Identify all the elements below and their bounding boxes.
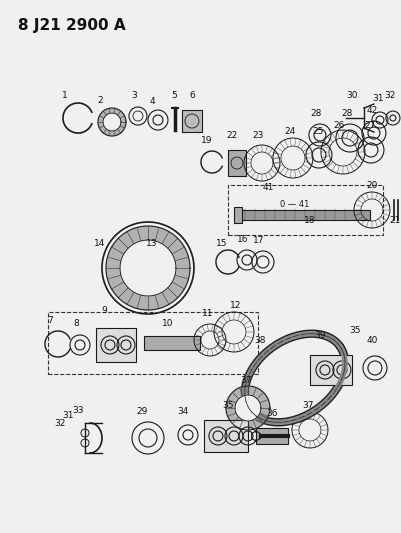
Bar [234, 207, 242, 223]
Bar [238, 210, 370, 220]
Text: 28: 28 [310, 109, 322, 118]
Text: 13: 13 [146, 239, 158, 248]
Text: 36: 36 [266, 409, 278, 418]
Polygon shape [103, 113, 121, 131]
Text: 30: 30 [346, 91, 358, 100]
Text: 16: 16 [237, 235, 249, 244]
Text: 32: 32 [384, 91, 396, 100]
Text: 37: 37 [240, 376, 252, 385]
Text: 34: 34 [177, 407, 188, 416]
Text: 28: 28 [341, 109, 352, 118]
Text: 8 J21 2900 A: 8 J21 2900 A [18, 18, 126, 33]
Text: 2: 2 [97, 96, 103, 105]
Text: 7: 7 [47, 316, 53, 325]
Text: 35: 35 [349, 326, 360, 335]
Polygon shape [235, 395, 261, 421]
Bar [182, 110, 202, 132]
Text: 20: 20 [366, 181, 378, 190]
Bar [310, 355, 352, 385]
Text: 4: 4 [149, 97, 155, 106]
Text: 17: 17 [253, 236, 265, 245]
Bar [144, 336, 200, 350]
Text: 32: 32 [54, 419, 66, 428]
Bar [228, 185, 383, 235]
Bar [48, 312, 258, 374]
Text: 14: 14 [94, 239, 106, 248]
Text: 31: 31 [372, 94, 384, 103]
Text: 33: 33 [72, 406, 84, 415]
Text: 19: 19 [201, 136, 213, 145]
Text: 41: 41 [262, 183, 273, 192]
Text: 37: 37 [302, 401, 314, 410]
Text: 24: 24 [284, 127, 296, 136]
Text: 11: 11 [202, 309, 214, 318]
Text: 40: 40 [366, 336, 378, 345]
Text: 1: 1 [62, 91, 68, 100]
Bar [256, 428, 288, 444]
Text: 6: 6 [189, 91, 195, 100]
Polygon shape [226, 386, 270, 430]
Text: 3: 3 [131, 91, 137, 100]
Text: 27: 27 [364, 121, 376, 130]
Polygon shape [120, 240, 176, 296]
Text: 31: 31 [62, 411, 74, 420]
Polygon shape [98, 108, 126, 136]
Text: 0 — 41: 0 — 41 [280, 200, 310, 209]
Text: 18: 18 [304, 216, 316, 225]
Text: 25: 25 [312, 127, 324, 136]
Polygon shape [106, 226, 190, 310]
Text: 8: 8 [73, 319, 79, 328]
Text: 12: 12 [230, 301, 242, 310]
Text: 23: 23 [252, 131, 263, 140]
Text: 22: 22 [226, 131, 237, 140]
Text: 21: 21 [389, 216, 401, 225]
Text: 29: 29 [136, 407, 148, 416]
Bar [228, 150, 246, 176]
Text: 9: 9 [101, 306, 107, 315]
Bar [96, 328, 136, 362]
Text: 5: 5 [171, 91, 177, 100]
Text: 35: 35 [222, 401, 234, 410]
Text: 38: 38 [254, 336, 266, 345]
Text: 10: 10 [162, 319, 174, 328]
Text: 15: 15 [216, 239, 228, 248]
Bar [204, 420, 248, 452]
Text: 39: 39 [314, 331, 326, 340]
Text: 42: 42 [367, 106, 378, 115]
Text: 26: 26 [333, 121, 344, 130]
